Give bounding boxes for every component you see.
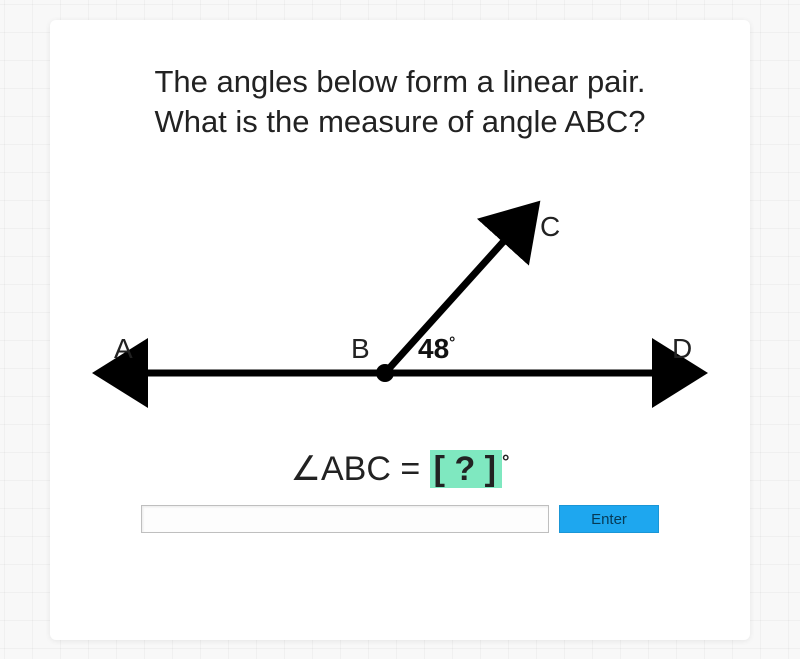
geometry-diagram: A B C D 48° (80, 183, 720, 413)
diagram-svg (80, 183, 720, 413)
question-line-2: What is the measure of angle ABC? (50, 102, 750, 142)
question-line-1: The angles below form a linear pair. (50, 62, 750, 102)
degree-symbol-icon: ° (449, 335, 455, 352)
label-a: A (114, 333, 133, 365)
angle-dbc-label: 48° (418, 333, 455, 365)
label-d: D (672, 333, 692, 365)
angle-symbol-icon: ∠ (291, 451, 321, 488)
question-card: The angles below form a linear pair. Wha… (50, 20, 750, 640)
viewport: The angles below form a linear pair. Wha… (0, 0, 800, 659)
answer-expression: ∠ABC = [ ? ]° (50, 449, 750, 489)
enter-button[interactable]: Enter (559, 505, 659, 533)
answer-controls: Enter (50, 505, 750, 533)
ray-bc (385, 211, 531, 373)
answer-input[interactable] (141, 505, 549, 533)
point-d-dot (671, 364, 689, 382)
label-c: C (540, 211, 560, 243)
label-b: B (351, 333, 370, 365)
point-c-dot (514, 211, 532, 229)
answer-blank: [ ? ] (430, 450, 502, 488)
point-a-dot (111, 364, 129, 382)
question-text: The angles below form a linear pair. Wha… (50, 62, 750, 141)
point-b-dot (376, 364, 394, 382)
answer-degree-icon: ° (502, 451, 509, 472)
answer-prefix: ABC = (321, 450, 430, 488)
angle-dbc-value: 48 (418, 333, 449, 364)
